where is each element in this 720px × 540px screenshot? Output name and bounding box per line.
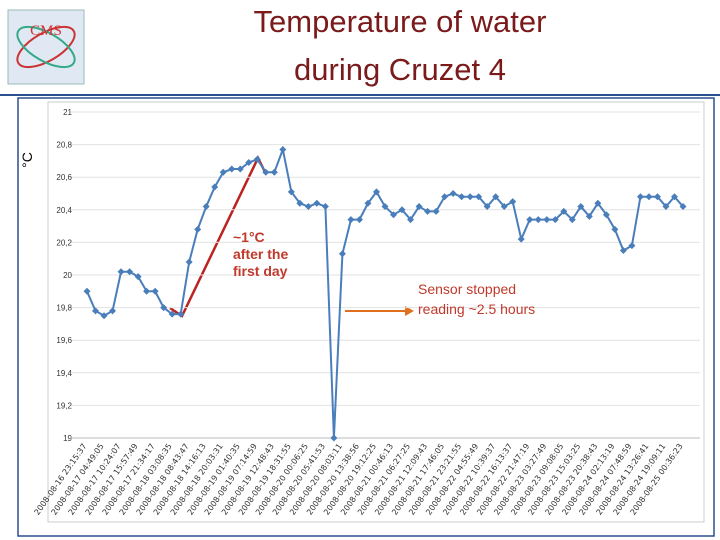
data-marker (424, 207, 432, 215)
data-marker (347, 216, 355, 224)
data-marker (372, 188, 380, 196)
y-tick-label: 20,8 (56, 141, 72, 150)
y-tick-label: 20,4 (56, 206, 72, 215)
y-tick-label: 20 (63, 271, 72, 280)
data-marker (594, 199, 602, 207)
data-marker (628, 242, 636, 250)
data-marker (177, 310, 185, 318)
data-marker (517, 235, 525, 243)
annotation: ~1°C (233, 229, 265, 245)
y-tick-label: 21 (63, 108, 72, 117)
data-marker (100, 312, 108, 320)
data-marker (168, 310, 176, 318)
data-marker (560, 207, 568, 215)
data-marker (236, 165, 244, 173)
y-tick-label: 19 (63, 434, 72, 443)
data-marker (611, 225, 619, 233)
logo: CMS (7, 9, 85, 85)
data-marker (92, 307, 100, 315)
data-marker (126, 268, 134, 276)
data-marker (543, 216, 551, 224)
annotation: reading ~2.5 hours (418, 301, 535, 317)
logo-ring (16, 25, 76, 69)
data-marker (619, 247, 627, 255)
data-marker (228, 165, 236, 173)
data-marker (211, 183, 219, 191)
data-marker (526, 216, 534, 224)
data-marker (475, 193, 483, 201)
data-marker (381, 203, 389, 211)
annotation: Sensor stopped (418, 281, 516, 297)
y-tick-label: 19,8 (56, 304, 72, 313)
data-marker (466, 193, 474, 201)
data-marker (134, 273, 142, 281)
y-tick-label: 19,2 (56, 401, 72, 410)
data-marker (83, 287, 91, 295)
chart-title: during Cruzet 4 (294, 52, 506, 87)
data-marker (330, 434, 338, 442)
data-marker (432, 207, 440, 215)
logo-box (7, 9, 85, 85)
y-tick-label: 19,4 (56, 369, 72, 378)
annotation: first day (233, 263, 288, 279)
data-marker (313, 199, 321, 207)
data-marker (109, 307, 117, 315)
data-marker (270, 168, 278, 176)
data-marker (279, 145, 287, 153)
data-marker (407, 216, 415, 224)
data-marker (185, 258, 193, 266)
data-marker (585, 212, 593, 220)
data-marker (670, 193, 678, 201)
data-marker (304, 203, 312, 211)
data-marker (117, 268, 125, 276)
y-tick-label: 20,2 (56, 238, 72, 247)
data-marker (492, 193, 500, 201)
data-marker (636, 193, 644, 201)
data-marker (390, 211, 398, 219)
data-marker (355, 216, 363, 224)
data-marker (219, 168, 227, 176)
data-marker (253, 155, 261, 163)
chart-title: Temperature of water (254, 4, 547, 39)
data-marker (202, 203, 210, 211)
data-marker (194, 225, 202, 233)
data-marker (296, 199, 304, 207)
data-marker (458, 193, 466, 201)
data-marker (321, 203, 329, 211)
data-marker (483, 203, 491, 211)
y-axis-label: °C (19, 152, 35, 168)
data-marker (143, 287, 151, 295)
data-marker (262, 168, 270, 176)
data-marker (415, 203, 423, 211)
data-marker (679, 203, 687, 211)
annotation-arrow-head (405, 306, 414, 316)
data-marker (338, 250, 346, 258)
frame (17, 97, 715, 537)
data-marker (398, 206, 406, 214)
data-marker (602, 211, 610, 219)
data-marker (551, 216, 559, 224)
data-marker (662, 203, 670, 211)
data-marker (645, 193, 653, 201)
data-marker (151, 287, 159, 295)
data-marker (160, 304, 168, 312)
y-tick-label: 20,6 (56, 173, 72, 182)
y-tick-label: 19,6 (56, 336, 72, 345)
data-marker (287, 188, 295, 196)
annotation: after the (233, 246, 288, 262)
data-marker (500, 203, 508, 211)
data-marker (577, 203, 585, 211)
data-marker (534, 216, 542, 224)
data-marker (509, 198, 517, 206)
data-marker (568, 216, 576, 224)
data-marker (653, 193, 661, 201)
data-marker (441, 193, 449, 201)
data-marker (364, 199, 372, 207)
data-marker (245, 159, 253, 167)
data-marker (449, 190, 457, 197)
logo-text: CMS (30, 23, 62, 39)
logo-ring (16, 25, 76, 69)
